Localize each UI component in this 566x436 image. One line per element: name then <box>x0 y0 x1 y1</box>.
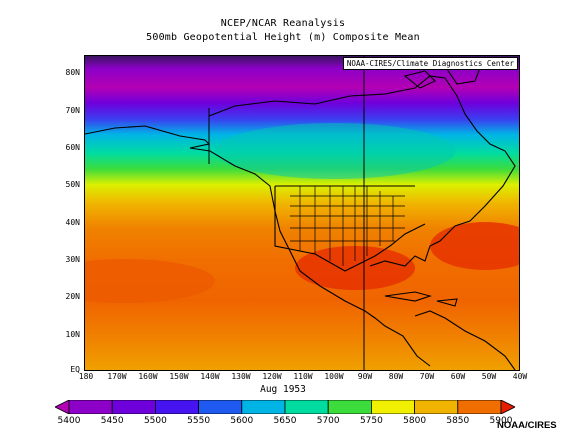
subtropical-high-contour <box>430 222 519 270</box>
colorbar-level-label: 5800 <box>403 416 427 426</box>
colorbar-level-label: 5750 <box>359 416 383 426</box>
source-label: NOAA/CIRES <box>497 420 557 431</box>
lon-tick-label: 110W <box>293 372 313 381</box>
land-outlines <box>85 60 516 370</box>
colorbar-swatch <box>241 400 286 414</box>
colorbar-arrow-low <box>55 400 70 414</box>
lon-tick-label: 80W <box>388 372 404 381</box>
colorbar-level-label: 5450 <box>100 416 124 426</box>
lon-tick-label: 50W <box>481 372 497 381</box>
subtropical-high-contour <box>295 246 415 290</box>
lat-tick-label: 70N <box>65 106 80 115</box>
lon-tick-label: 170W <box>107 372 127 381</box>
lat-tick-label: 30N <box>65 255 80 264</box>
colorbar-swatch <box>457 400 502 414</box>
colorbar-swatch <box>284 400 329 414</box>
colorbar-swatch <box>414 400 459 414</box>
colorbar-level-label: 5500 <box>143 416 167 426</box>
lon-tick-label: 150W <box>169 372 189 381</box>
lat-tick-label: 60N <box>65 143 80 152</box>
height-field <box>85 56 519 370</box>
lon-tick-label: 120W <box>262 372 282 381</box>
lon-tick-label: 70W <box>419 372 435 381</box>
lon-tick-label: 140W <box>200 372 220 381</box>
lon-tick-label: 100W <box>324 372 344 381</box>
colorbar-swatch <box>370 400 415 414</box>
colorbar-level-label: 5400 <box>57 416 81 426</box>
lat-tick-label: 40N <box>65 218 80 227</box>
colorbar-swatch <box>111 400 156 414</box>
colorbar-level-label: 5600 <box>230 416 254 426</box>
trough-contour <box>215 123 455 179</box>
date-label: Aug 1953 <box>260 384 306 395</box>
colorbar-level-label: 5550 <box>187 416 211 426</box>
state-lines <box>290 186 405 266</box>
colorbar-level-label: 5900 <box>489 416 513 426</box>
colorbar <box>55 400 515 414</box>
lat-tick-label: 80N <box>65 68 80 77</box>
colorbar-swatch <box>155 400 200 414</box>
colorbar-swatch <box>327 400 372 414</box>
pacific-high-contour <box>85 259 215 303</box>
colorbar-level-label: 5650 <box>273 416 297 426</box>
height-field-map: NOAA-CIRES/Climate Diagnostics Center <box>84 55 520 371</box>
chart-title: NCEP/NCAR Reanalysis <box>220 18 346 29</box>
lon-tick-label: 160W <box>138 372 158 381</box>
colorbar-arrow-high <box>500 400 515 414</box>
colorbar-level-label: 5850 <box>446 416 470 426</box>
chart-subtitle: 500mb Geopotential Height (m) Composite … <box>146 32 420 43</box>
lon-tick-label: 60W <box>450 372 466 381</box>
colorbar-level-label: 5700 <box>316 416 340 426</box>
lat-tick-label: 20N <box>65 292 80 301</box>
lat-tick-label: 10N <box>65 330 80 339</box>
map-canvas <box>85 56 519 370</box>
lat-tick-label: 50N <box>65 180 80 189</box>
lon-tick-label: 90W <box>357 372 373 381</box>
lon-tick-label: 40W <box>512 372 528 381</box>
colorbar-swatch <box>198 400 243 414</box>
lon-tick-label: 130W <box>231 372 251 381</box>
lon-tick-label: 180 <box>78 372 94 381</box>
colorbar-swatch <box>68 400 113 414</box>
credit-label: NOAA-CIRES/Climate Diagnostics Center <box>342 57 518 70</box>
lat-tick-label: EQ <box>70 365 80 374</box>
